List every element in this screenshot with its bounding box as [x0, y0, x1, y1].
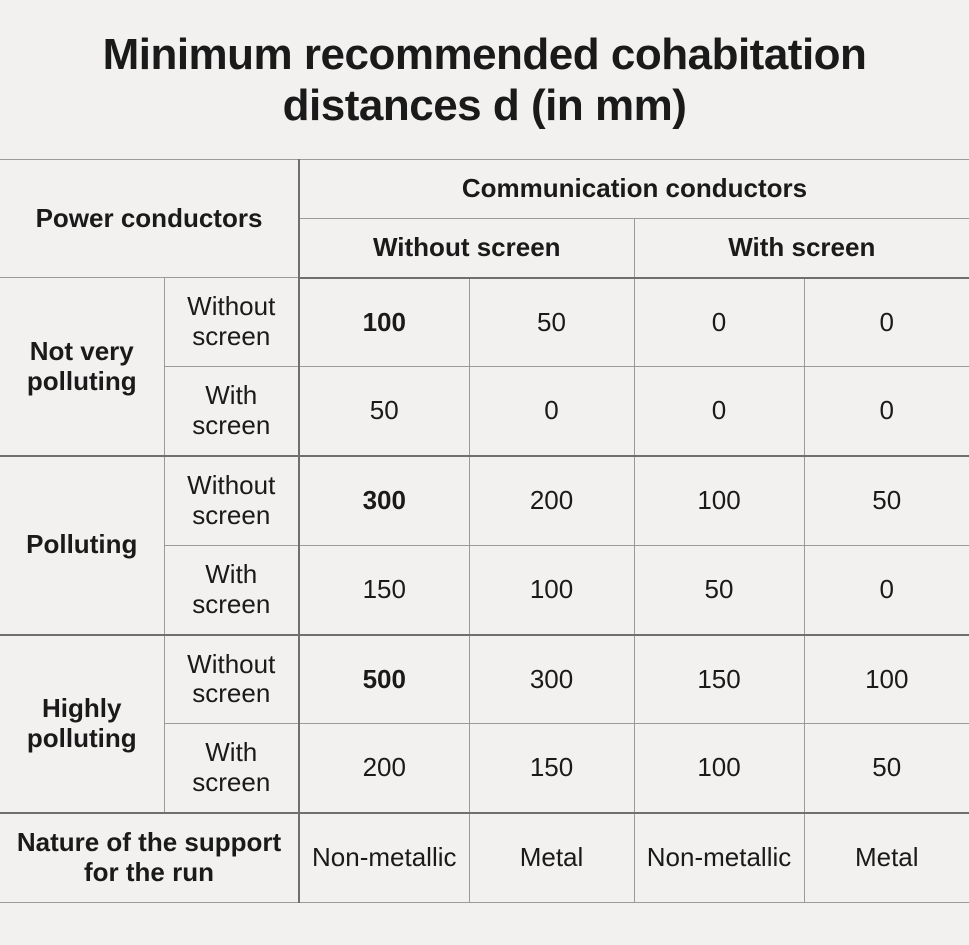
- row-sub-label: With screen: [164, 545, 299, 634]
- distance-table: Power conductors Communication conductor…: [0, 159, 969, 903]
- cell: 0: [634, 367, 804, 456]
- cell: 0: [804, 367, 969, 456]
- header-row-1: Power conductors Communication conductor…: [0, 160, 969, 219]
- cell: 100: [299, 278, 469, 367]
- cell: 50: [804, 456, 969, 545]
- cell: 150: [299, 545, 469, 634]
- header-with-screen: With screen: [634, 219, 969, 278]
- cell: 0: [804, 545, 969, 634]
- cell: 100: [634, 456, 804, 545]
- row-sub-label: Without screen: [164, 278, 299, 367]
- cell: 300: [299, 456, 469, 545]
- cell: 0: [469, 367, 634, 456]
- row-sub-label: With screen: [164, 367, 299, 456]
- footer-cell: Non-metallic: [634, 813, 804, 902]
- footer-cell: Non-metallic: [299, 813, 469, 902]
- table-row: Polluting Without screen 300 200 100 50: [0, 456, 969, 545]
- cell: 0: [634, 278, 804, 367]
- header-power: Power conductors: [0, 160, 299, 278]
- table-row: Highly polluting Without screen 500 300 …: [0, 635, 969, 724]
- cell: 500: [299, 635, 469, 724]
- row-group-label: Highly polluting: [0, 635, 164, 814]
- header-without-screen: Without screen: [299, 219, 634, 278]
- cell: 100: [634, 724, 804, 813]
- cell: 0: [804, 278, 969, 367]
- cell: 150: [634, 635, 804, 724]
- cell: 50: [804, 724, 969, 813]
- cell: 200: [299, 724, 469, 813]
- row-sub-label: Without screen: [164, 456, 299, 545]
- table-row: Not very polluting Without screen 100 50…: [0, 278, 969, 367]
- footer-row: Nature of the support for the run Non-me…: [0, 813, 969, 902]
- row-group-label: Not very polluting: [0, 278, 164, 456]
- cell: 50: [299, 367, 469, 456]
- cell: 100: [469, 545, 634, 634]
- row-sub-label: Without screen: [164, 635, 299, 724]
- page-title: Minimum recommended cohabitation distanc…: [0, 30, 969, 131]
- cell: 50: [634, 545, 804, 634]
- cell: 200: [469, 456, 634, 545]
- footer-cell: Metal: [469, 813, 634, 902]
- row-group-label: Polluting: [0, 456, 164, 635]
- footer-cell: Metal: [804, 813, 969, 902]
- row-sub-label: With screen: [164, 724, 299, 813]
- cell: 150: [469, 724, 634, 813]
- cell: 100: [804, 635, 969, 724]
- cell: 300: [469, 635, 634, 724]
- footer-label: Nature of the support for the run: [0, 813, 299, 902]
- header-comm: Communication conductors: [299, 160, 969, 219]
- cell: 50: [469, 278, 634, 367]
- page: Minimum recommended cohabitation distanc…: [0, 0, 969, 923]
